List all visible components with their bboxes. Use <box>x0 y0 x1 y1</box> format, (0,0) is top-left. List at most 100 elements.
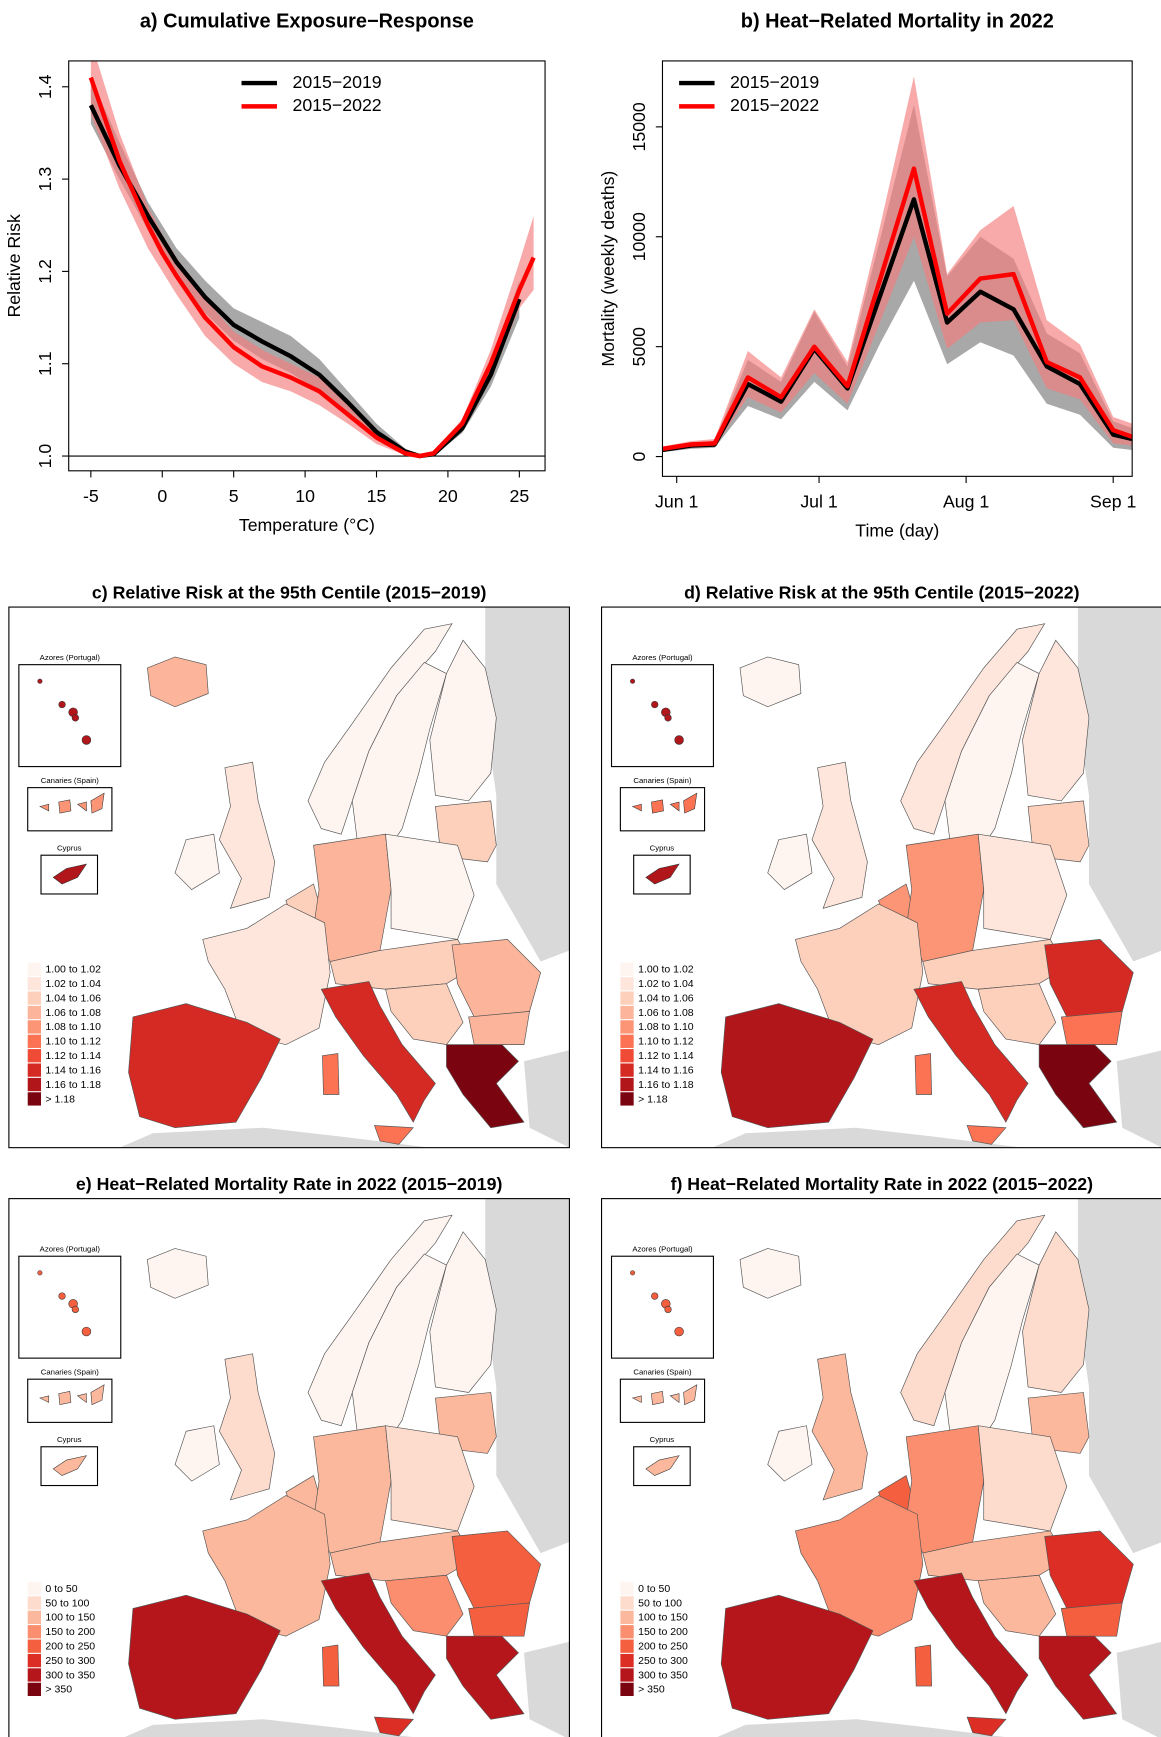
island <box>664 714 672 722</box>
legend-swatch <box>27 1063 42 1077</box>
island <box>651 700 659 709</box>
region <box>202 903 331 1045</box>
chart-title: c) Relative Risk at the 95th Centile (20… <box>92 582 487 602</box>
island <box>58 799 72 814</box>
region <box>174 1425 220 1482</box>
legend-swatch <box>620 1639 634 1653</box>
legend-swatch <box>27 1049 42 1063</box>
legend-label: 1.04 to 1.06 <box>638 992 694 1004</box>
island <box>674 1326 684 1337</box>
y-tick-label: 5000 <box>629 327 649 367</box>
inset-label: Canaries (Spain) <box>633 1368 692 1377</box>
region <box>146 1248 209 1299</box>
island <box>58 700 66 709</box>
inset-label: Azores (Portugal) <box>632 653 693 662</box>
map-frame <box>8 606 570 1149</box>
region <box>174 833 220 890</box>
region <box>468 1011 530 1045</box>
island <box>630 1270 636 1276</box>
region <box>202 1495 331 1637</box>
region <box>446 1044 525 1129</box>
legend-label: 1.14 to 1.16 <box>45 1064 101 1076</box>
island <box>71 1305 79 1313</box>
legend-label: 50 to 100 <box>638 1597 682 1609</box>
island <box>58 1391 72 1405</box>
region <box>322 1644 340 1687</box>
island <box>58 1292 66 1300</box>
island <box>630 678 636 684</box>
inset-label: Azores (Portugal) <box>40 653 101 662</box>
map: Azores (Portugal) Canaries (Spain) Cyprus 1… <box>600 606 1161 1149</box>
legend-label: 1.12 to 1.14 <box>45 1050 101 1062</box>
confidence-band <box>90 60 534 457</box>
island <box>669 801 680 812</box>
region <box>944 662 1040 863</box>
legend-swatch <box>27 1653 42 1668</box>
legend-label: 1.02 to 1.04 <box>638 978 694 990</box>
legend-swatch <box>27 1639 42 1653</box>
x-tick-label: Jun 1 <box>655 492 698 512</box>
region <box>966 1716 1007 1737</box>
y-axis-label: Relative Risk <box>4 214 24 318</box>
y-tick-label: 1.0 <box>35 444 55 469</box>
region <box>739 1248 802 1299</box>
region <box>1038 1635 1118 1720</box>
region <box>373 1125 414 1145</box>
legend-swatch <box>620 977 634 991</box>
legend-swatch <box>620 1049 634 1063</box>
series-line <box>88 76 536 459</box>
other-land <box>485 1198 570 1554</box>
legend-swatch <box>620 1581 634 1596</box>
chart-title: f) Heat−Related Mortality Rate in 2022 (… <box>671 1174 1094 1194</box>
legend-swatch <box>620 1077 634 1092</box>
chart-title: e) Heat−Related Mortality Rate in 2022 (… <box>76 1174 503 1194</box>
island <box>76 801 87 812</box>
region <box>914 1053 933 1095</box>
legend-swatch <box>27 1610 42 1625</box>
legend-swatch <box>27 1668 42 1682</box>
island <box>651 1292 659 1300</box>
x-tick-label: Sep 1 <box>1090 492 1136 512</box>
legend-swatch <box>620 1653 634 1668</box>
region <box>429 1231 497 1393</box>
inset-label: Azores (Portugal) <box>632 1245 693 1254</box>
inset-label: Canaries (Spain) <box>41 1368 100 1377</box>
region <box>795 1495 924 1637</box>
legend-label: > 350 <box>638 1684 665 1696</box>
legend-label: 150 to 200 <box>638 1626 688 1638</box>
region <box>944 1253 1040 1454</box>
series-line <box>88 104 522 459</box>
other-land <box>524 1050 570 1148</box>
island <box>52 863 88 885</box>
legend-swatch <box>27 1581 42 1596</box>
island <box>81 1326 92 1337</box>
legend-label: 1.08 to 1.10 <box>45 1021 101 1033</box>
x-axis-label: Time (day) <box>855 520 939 540</box>
other-land <box>485 607 570 962</box>
region <box>1060 1602 1123 1637</box>
map-frame <box>8 1198 570 1737</box>
island <box>81 735 92 745</box>
y-tick-label: 1.3 <box>35 167 55 192</box>
y-tick-label: 1.1 <box>35 351 55 376</box>
legend-swatch <box>27 1005 42 1020</box>
other-land <box>1116 1641 1161 1737</box>
legend-label: 1.08 to 1.10 <box>638 1021 694 1033</box>
legend-label: 1.16 to 1.18 <box>45 1079 101 1091</box>
island <box>90 1384 105 1406</box>
region <box>446 1635 525 1720</box>
y-axis-label: Mortality (weekly deaths) <box>598 171 618 367</box>
legend-swatch <box>27 1092 42 1106</box>
legend-label: > 350 <box>45 1684 72 1696</box>
region <box>1038 1044 1118 1129</box>
legend-label: 100 to 150 <box>45 1612 95 1624</box>
island <box>76 1393 87 1404</box>
region <box>1060 1011 1123 1045</box>
region <box>128 1003 281 1129</box>
other-land <box>1077 1198 1161 1554</box>
inset-label: Cyprus <box>650 844 675 853</box>
legend-swatch <box>620 1596 634 1610</box>
y-tick-label: 1.4 <box>35 74 55 99</box>
